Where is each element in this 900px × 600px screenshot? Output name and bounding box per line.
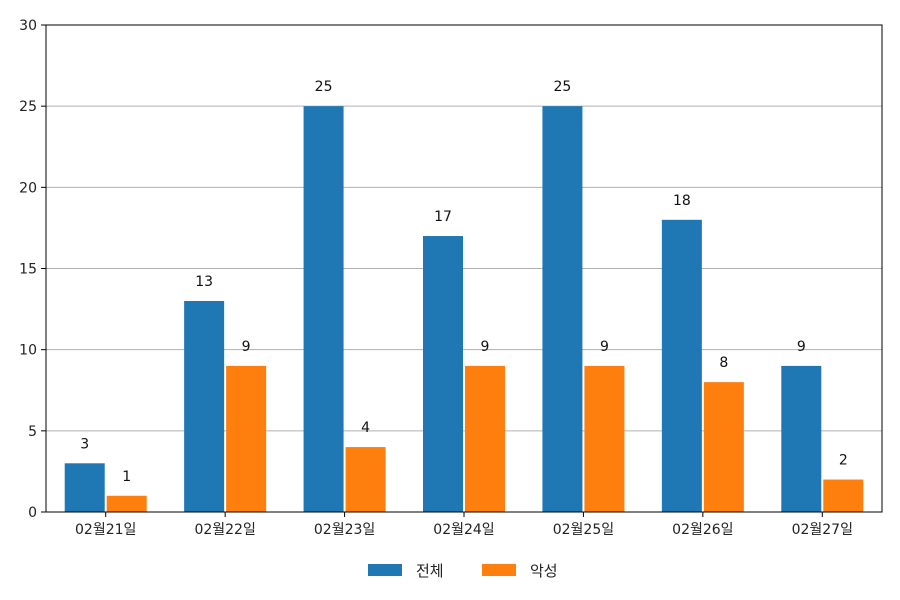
y-tick-label: 0: [28, 505, 37, 521]
bar-total: [184, 300, 225, 512]
bar-total: [423, 236, 463, 513]
data-labels: 3 1 13 9 25 4 17 9 25 9 18 8 9 2: [80, 79, 847, 485]
data-label: 2: [839, 453, 848, 469]
data-label: 8: [719, 355, 728, 371]
legend-label: 악성: [530, 562, 558, 580]
data-label: 1: [122, 469, 131, 485]
x-tick-label: 02월26일: [672, 522, 733, 538]
x-tick-label: 02월21일: [75, 522, 136, 538]
y-tick-label: 25: [19, 99, 37, 115]
legend-swatch: [368, 564, 402, 576]
bar-total: [661, 219, 702, 513]
legend-label: 전체: [416, 562, 444, 580]
data-label: 9: [600, 339, 609, 355]
y-tick-label: 20: [19, 180, 37, 196]
x-tick-label: 02월27일: [792, 522, 853, 538]
bar-total: [542, 106, 583, 513]
legend: 전체 악성: [368, 562, 558, 580]
data-label: 9: [481, 339, 490, 355]
bar-total: [64, 463, 105, 512]
bar-malicious: [106, 495, 147, 512]
data-label: 4: [361, 420, 370, 436]
x-tick-label: 02월24일: [433, 522, 494, 538]
bar-total: [781, 365, 822, 512]
gridlines: [46, 105, 882, 432]
bar-malicious: [823, 479, 864, 512]
y-tick-label: 5: [28, 424, 37, 440]
data-label: 9: [797, 339, 806, 355]
x-tick-label: 02월22일: [194, 522, 255, 538]
bar-malicious: [345, 447, 386, 512]
data-label: 3: [80, 436, 89, 452]
bar-malicious: [584, 365, 625, 512]
y-tick-label: 30: [19, 18, 37, 34]
legend-swatch: [482, 564, 516, 576]
x-axis: 02월21일 02월22일 02월23일 02월24일 02월25일 02월26일 02월2…: [75, 512, 853, 538]
x-tick-label: 02월23일: [314, 522, 375, 538]
bar-malicious: [226, 365, 267, 512]
data-label: 13: [195, 274, 213, 290]
bar-malicious: [465, 365, 505, 512]
data-label: 25: [554, 79, 572, 95]
data-label: 18: [673, 193, 691, 209]
data-label: 25: [315, 79, 333, 95]
bars: [64, 106, 864, 513]
y-axis: 0 5 10 15 20 25 30: [19, 18, 46, 521]
x-tick-label: 02월25일: [553, 522, 614, 538]
y-tick-label: 10: [19, 343, 37, 359]
y-tick-label: 15: [19, 262, 37, 278]
data-label: 9: [242, 339, 251, 355]
bar-malicious: [703, 382, 744, 512]
data-label: 17: [434, 209, 452, 225]
bar-total: [303, 106, 344, 513]
